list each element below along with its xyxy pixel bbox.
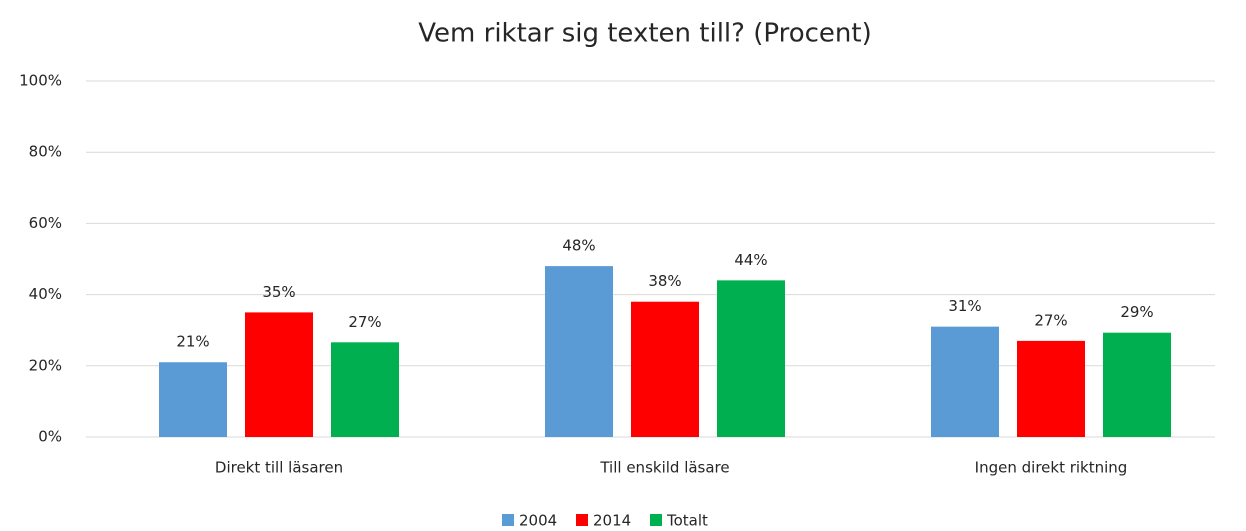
legend-swatch xyxy=(502,514,514,526)
data-label: 44% xyxy=(734,251,767,269)
data-label: 29% xyxy=(1120,303,1153,321)
y-tick-label: 0% xyxy=(38,428,62,446)
y-tick-label: 80% xyxy=(29,143,62,161)
bar xyxy=(245,312,313,437)
y-tick-label: 100% xyxy=(19,72,62,90)
bar xyxy=(717,280,785,437)
data-label: 21% xyxy=(176,333,209,351)
x-tick-label: Till enskild läsare xyxy=(599,459,729,477)
x-tick-label: Ingen direkt riktning xyxy=(975,459,1128,477)
bar xyxy=(159,362,227,437)
bar xyxy=(931,326,999,437)
legend-label: 2004 xyxy=(519,512,557,530)
chart-title: Vem riktar sig texten till? (Procent) xyxy=(418,19,871,49)
x-tick-label: Direkt till läsaren xyxy=(215,459,343,477)
bar xyxy=(1017,340,1085,437)
data-label: 35% xyxy=(262,283,295,301)
legend-label: Totalt xyxy=(666,512,708,530)
data-label: 27% xyxy=(1034,311,1067,329)
data-label: 31% xyxy=(948,297,981,315)
bar xyxy=(631,301,699,437)
data-label: 38% xyxy=(648,272,681,290)
bar xyxy=(545,266,613,437)
y-tick-label: 40% xyxy=(29,285,62,303)
bar xyxy=(1103,332,1171,437)
legend-swatch xyxy=(650,514,662,526)
y-tick-label: 60% xyxy=(29,214,62,232)
legend-swatch xyxy=(576,514,588,526)
data-label: 27% xyxy=(348,313,381,331)
legend-label: 2014 xyxy=(593,512,631,530)
y-tick-label: 20% xyxy=(29,356,62,374)
bar xyxy=(331,342,399,437)
data-label: 48% xyxy=(562,237,595,255)
